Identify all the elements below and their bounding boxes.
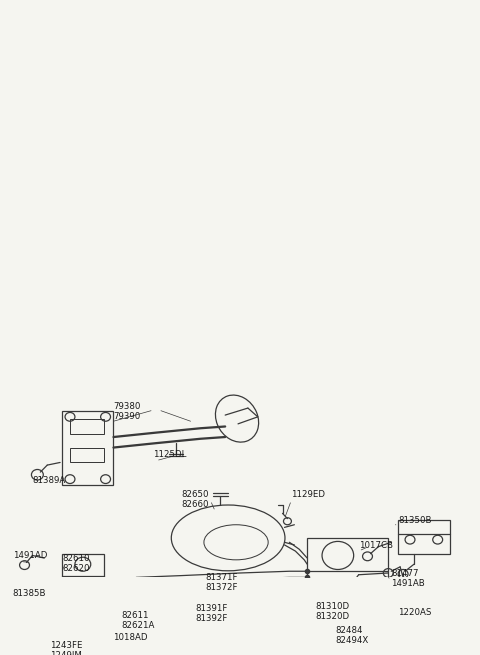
Text: 81371F
81372F: 81371F 81372F — [205, 573, 238, 592]
Text: 81477
1491AB: 81477 1491AB — [391, 569, 425, 588]
Text: 1017CB: 1017CB — [359, 540, 393, 550]
Text: 1125DL: 1125DL — [153, 450, 186, 459]
Text: 82611
82621A: 82611 82621A — [121, 610, 155, 630]
Text: 81389A: 81389A — [33, 476, 66, 485]
Text: 1129ED: 1129ED — [291, 490, 325, 498]
Text: 81310D
81320D: 81310D 81320D — [315, 602, 349, 622]
Text: 1243FE
1249JM: 1243FE 1249JM — [50, 641, 83, 655]
Text: 82650
82660: 82650 82660 — [182, 490, 209, 509]
Text: 1491AD: 1491AD — [12, 551, 47, 560]
Text: 81391F
81392F: 81391F 81392F — [195, 604, 228, 623]
Text: 82610
82620: 82610 82620 — [62, 553, 90, 573]
Text: 81350B: 81350B — [398, 516, 432, 525]
Text: 1220AS: 1220AS — [398, 608, 432, 617]
Text: 79380
79390: 79380 79390 — [113, 402, 141, 421]
Text: 82484
82494X: 82484 82494X — [335, 626, 368, 645]
Text: 81385B: 81385B — [12, 589, 46, 598]
Text: 1018AD: 1018AD — [113, 633, 148, 642]
